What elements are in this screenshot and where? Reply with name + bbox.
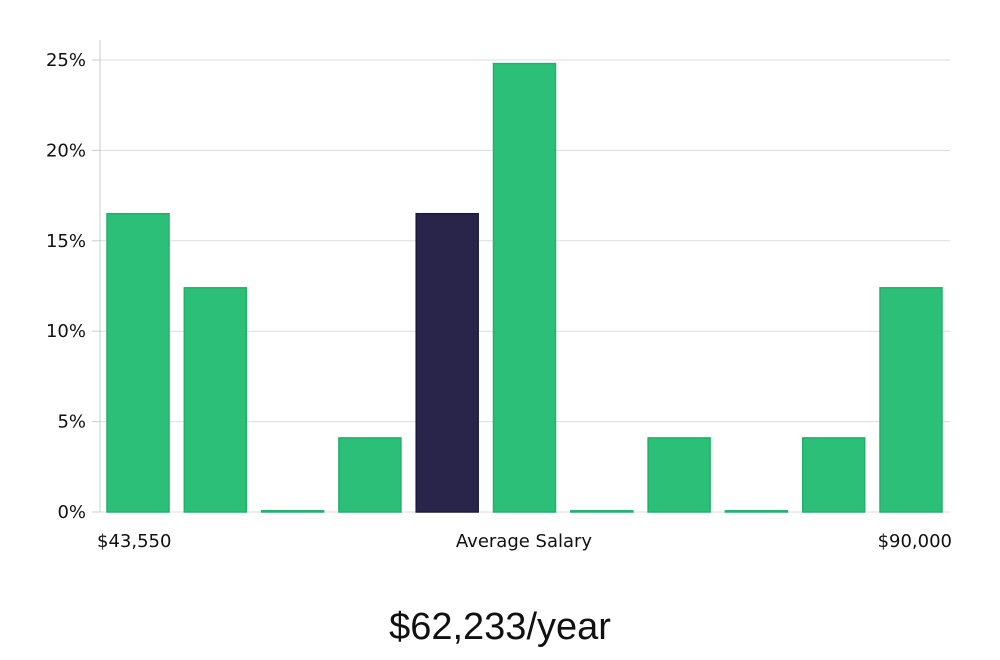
x-min-label: $43,550 bbox=[97, 531, 171, 552]
average-salary-value: $62,233/year bbox=[389, 606, 611, 648]
bar bbox=[647, 437, 711, 513]
x-center-label: Average Salary bbox=[456, 531, 593, 552]
bars bbox=[106, 62, 943, 513]
y-tick-label: 5% bbox=[57, 412, 86, 433]
bar bbox=[492, 62, 557, 513]
bar bbox=[724, 510, 789, 513]
y-tick-label: 25% bbox=[46, 50, 86, 71]
bar bbox=[338, 437, 402, 513]
salary-histogram: 0%5%10%15%20%25% $43,550 Average Salary … bbox=[46, 40, 952, 552]
bar bbox=[183, 287, 248, 513]
bar bbox=[801, 437, 866, 513]
y-tick-labels: 0% 5% 10% 15% 20% 25% bbox=[46, 50, 86, 523]
bar bbox=[570, 510, 634, 513]
bar bbox=[879, 287, 943, 513]
y-tick-label: 20% bbox=[46, 140, 86, 161]
bar bbox=[260, 510, 325, 513]
bar bbox=[106, 212, 170, 513]
y-tick-label: 15% bbox=[46, 231, 86, 252]
y-tick-label: 10% bbox=[46, 321, 86, 342]
bar-average-highlight bbox=[415, 212, 479, 513]
y-tick-label: 0% bbox=[57, 502, 86, 523]
x-max-label: $90,000 bbox=[878, 531, 952, 552]
